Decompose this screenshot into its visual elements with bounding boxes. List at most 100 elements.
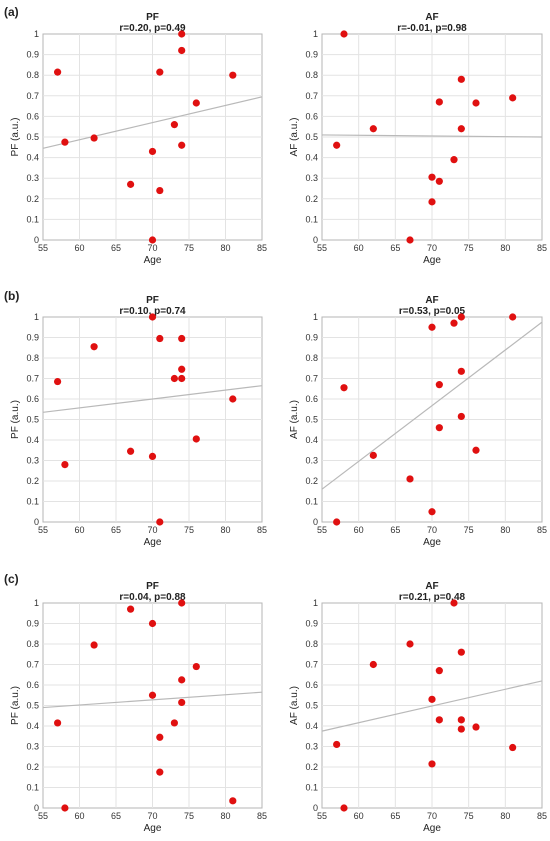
y-tick-label: 0.6 xyxy=(26,111,39,121)
y-axis-label: AF (a.u.) xyxy=(289,118,300,157)
data-point xyxy=(54,719,62,727)
y-tick-label: 0.2 xyxy=(305,762,318,772)
data-point xyxy=(428,508,436,516)
data-point xyxy=(333,740,341,749)
data-point xyxy=(178,676,186,684)
data-point xyxy=(457,725,465,733)
data-point xyxy=(435,716,443,724)
y-tick-label: 1 xyxy=(313,312,318,322)
y-tick-label: 0.8 xyxy=(26,353,39,363)
x-tick-label: 70 xyxy=(427,811,437,821)
y-tick-label: 0.8 xyxy=(305,353,318,363)
data-point xyxy=(333,141,341,149)
data-point xyxy=(148,619,157,628)
y-axis-label: AF (a.u.) xyxy=(289,400,300,439)
charts-container: 55 60 65 70 75 80 85 0 0.1 0.2 0.3 0.4 0.5 0.6 0.7 0.8 0… xyxy=(10,12,547,834)
fit-line xyxy=(321,680,543,732)
data-point xyxy=(148,452,157,460)
y-tick-label: 0.6 xyxy=(305,394,318,404)
data-point xyxy=(435,177,443,185)
y-tick-label: 0.9 xyxy=(305,619,318,629)
x-tick-label: 55 xyxy=(317,243,327,253)
data-point xyxy=(457,716,465,724)
data-point xyxy=(428,695,436,703)
x-tick-label: 65 xyxy=(390,243,400,253)
y-tick-label: 0.6 xyxy=(305,680,318,690)
chart-4: 55 60 65 70 75 80 85 0 0.1 0.2 0.3 0.4 0.5 0.6 0.7 0.8 0… xyxy=(289,295,547,548)
chart-title: PF xyxy=(146,295,159,306)
x-tick-label: 60 xyxy=(354,525,364,535)
x-tick-label: 70 xyxy=(147,525,157,535)
y-tick-label: 0.8 xyxy=(26,639,39,649)
panel-label-b: (b) xyxy=(4,289,19,303)
y-tick-label: 0 xyxy=(34,517,39,527)
data-point xyxy=(178,334,186,343)
y-tick-label: 0.4 xyxy=(305,153,318,163)
data-point xyxy=(156,733,164,741)
y-tick-label: 0.8 xyxy=(305,70,318,80)
y-tick-label: 0.9 xyxy=(26,333,39,343)
y-tick-label: 0.7 xyxy=(305,660,318,670)
fit-line xyxy=(42,385,263,413)
y-tick-label: 0.9 xyxy=(26,50,39,60)
data-point xyxy=(127,447,135,455)
y-axis-label: PF (a.u.) xyxy=(10,686,21,725)
data-point xyxy=(428,173,436,181)
data-point xyxy=(435,667,443,675)
x-axis-label: Age xyxy=(423,255,441,266)
data-point xyxy=(178,599,186,607)
y-tick-label: 0.3 xyxy=(26,456,39,466)
data-point xyxy=(229,71,237,79)
chart-title: PF xyxy=(146,581,159,592)
data-point xyxy=(450,319,458,327)
data-point xyxy=(178,365,186,373)
chart-1: 55 60 65 70 75 80 85 0 0.1 0.2 0.3 0.4 0.5 0.6 0.7 0.8 0… xyxy=(10,12,267,266)
fit-line xyxy=(321,134,543,138)
chart-title: AF xyxy=(425,581,438,592)
data-point xyxy=(61,138,69,146)
x-tick-label: 75 xyxy=(464,525,474,535)
data-point xyxy=(369,451,377,459)
data-point xyxy=(192,99,200,107)
data-point xyxy=(457,648,465,656)
data-point xyxy=(340,30,348,38)
data-point xyxy=(457,412,465,421)
x-tick-label: 70 xyxy=(427,243,437,253)
x-tick-label: 75 xyxy=(184,811,194,821)
x-tick-label: 80 xyxy=(500,811,510,821)
data-point xyxy=(127,180,135,188)
x-tick-label: 80 xyxy=(220,525,230,535)
x-axis-label: Age xyxy=(423,537,441,548)
chart-stats: r=0.10, p=0.74 xyxy=(119,306,186,317)
data-point xyxy=(406,475,414,483)
data-point xyxy=(156,68,164,76)
x-axis-label: Age xyxy=(144,823,162,834)
data-point xyxy=(472,99,480,107)
data-point xyxy=(369,125,377,133)
x-tick-label: 70 xyxy=(147,811,157,821)
y-tick-label: 0.1 xyxy=(305,783,318,793)
data-point xyxy=(457,367,465,375)
data-point xyxy=(61,461,69,469)
y-tick-label: 0.5 xyxy=(26,701,39,711)
y-tick-label: 0.7 xyxy=(305,374,318,384)
x-axis-label: Age xyxy=(144,537,162,548)
data-point xyxy=(127,605,135,613)
y-tick-label: 0.9 xyxy=(26,619,39,629)
y-tick-label: 0 xyxy=(313,235,318,245)
y-tick-label: 0.4 xyxy=(26,153,39,163)
y-tick-label: 0.1 xyxy=(305,214,318,224)
x-tick-label: 70 xyxy=(427,525,437,535)
data-point xyxy=(192,435,200,443)
chart-title: AF xyxy=(425,295,438,306)
x-tick-label: 80 xyxy=(220,811,230,821)
data-point xyxy=(54,68,62,76)
x-tick-label: 60 xyxy=(354,811,364,821)
y-tick-label: 1 xyxy=(34,312,39,322)
data-point xyxy=(170,719,178,727)
chart-stats: r=0.53, p=0.05 xyxy=(399,306,466,317)
x-tick-label: 80 xyxy=(500,525,510,535)
data-point xyxy=(178,698,186,707)
y-tick-label: 0.2 xyxy=(26,194,39,204)
y-tick-label: 1 xyxy=(34,29,39,39)
